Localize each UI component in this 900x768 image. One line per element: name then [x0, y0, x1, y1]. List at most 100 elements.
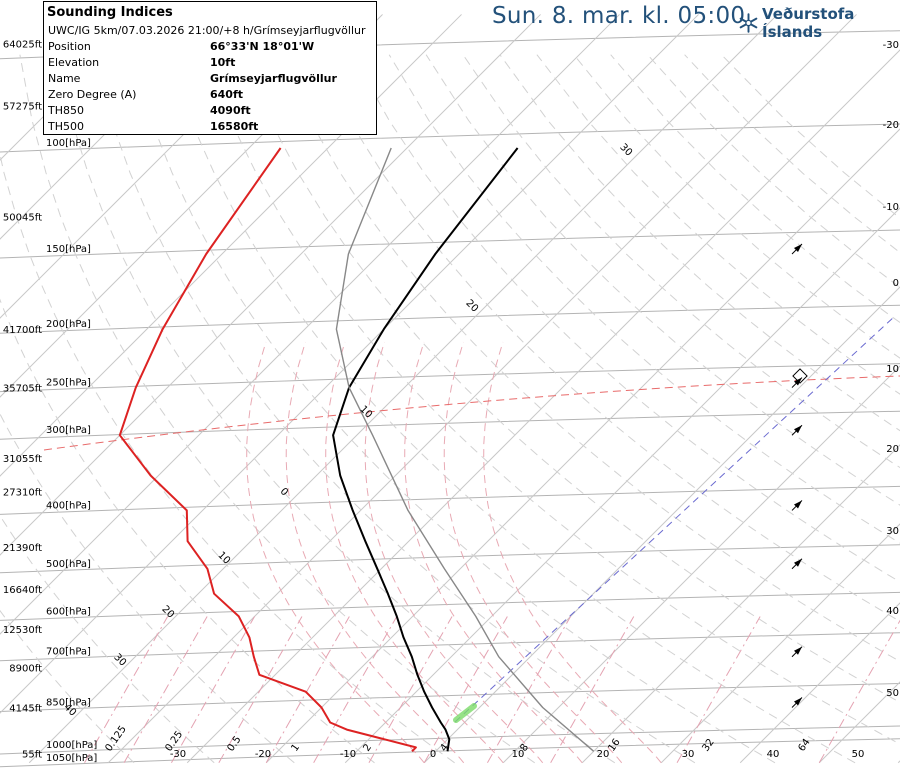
dry-adiabat-line: [0, 298, 375, 764]
height-tick-label: 16640ft: [3, 585, 42, 596]
dry-adiabat-line: [0, 609, 135, 764]
dry-adiabat-line: [204, 54, 900, 745]
indices-label-zero-degree: Zero Degree (A): [48, 88, 137, 101]
right-temperature-label: 10: [886, 364, 899, 375]
dry-adiabat-line: [93, 54, 696, 764]
indices-label-th500: TH500: [48, 120, 84, 133]
mixing-ratio-line: [84, 616, 169, 764]
wind-barbs: [791, 243, 803, 708]
isotherm-tick-label: -20: [255, 749, 271, 760]
mixing-ratio-line: [368, 616, 453, 764]
isotherm-line: [0, 14, 304, 319]
lifting-line: [454, 315, 896, 723]
right-temperature-label: 0: [893, 278, 899, 289]
mixing-ratio-line: [676, 616, 761, 764]
height-tick-label: 55ft: [22, 749, 42, 760]
height-tick-label: 27310ft: [3, 487, 42, 498]
isotherm-grid: [0, 14, 900, 764]
isotherm-line: [0, 14, 383, 398]
isotherm-line: [107, 14, 857, 764]
dry-adiabat-line: [499, 54, 900, 432]
mixing-ratio-line: [265, 616, 350, 764]
indices-label-th850: TH850: [48, 104, 84, 117]
isobar-line: [0, 544, 900, 574]
right-temperature-label: 30: [886, 526, 899, 537]
mixing-ratio-line: [123, 616, 208, 764]
tropopause-line: [43, 375, 900, 451]
mixing-ratio-label: 64: [796, 737, 812, 754]
moist-adiabat-grid: [246, 341, 662, 764]
brand-logo[interactable]: Veðurstofa Íslands: [738, 5, 900, 41]
wind-barb-flag: [794, 425, 802, 434]
moist-adiabat-line: [443, 341, 623, 764]
dry-adiabat-line: [647, 54, 900, 289]
dry-adiabat-label: 20: [463, 298, 480, 315]
isobar-line: [0, 363, 900, 393]
dry-adiabat-line: [462, 54, 900, 469]
dry-adiabat-line: [314, 54, 900, 622]
height-tick-label: 12530ft: [3, 625, 42, 636]
mixing-ratio-line: [487, 616, 571, 764]
isobar-line: [0, 485, 900, 515]
dry-adiabat-line: [167, 54, 856, 764]
indices-value-th500: 16580ft: [210, 120, 259, 133]
lcl-marker: [453, 703, 477, 723]
isobar-line: [0, 632, 900, 662]
pressure-tick-label: 500[hPa]: [46, 559, 91, 570]
isotherm-tick-label: 0: [430, 749, 436, 760]
dry-adiabat-line: [425, 54, 900, 506]
mixing-ratio-label: 8: [518, 742, 531, 754]
isobar-line: [0, 591, 900, 621]
isobar-line: [0, 410, 900, 440]
isotherm-line: [581, 444, 900, 764]
height-tick-label: 8900ft: [9, 664, 42, 675]
pressure-tick-label: 100[hPa]: [46, 138, 91, 149]
isotherm-tick-label: 50: [852, 749, 865, 760]
isotherm-line: [0, 14, 225, 240]
isotherm-line: [502, 365, 900, 764]
pressure-tick-label: 200[hPa]: [46, 319, 91, 330]
isobar-grid: [0, 30, 900, 768]
mixing-ratio-line: [818, 619, 900, 764]
indices-value-elevation: 10ft: [210, 56, 236, 69]
isobar-line: [0, 304, 900, 334]
level-marker: [792, 368, 808, 384]
isobar-line: [0, 229, 900, 259]
isobar-line: [0, 738, 900, 768]
dry-adiabat-line: [130, 54, 776, 764]
chart-title: Sun. 8. mar. kl. 05:00: [492, 3, 746, 29]
isotherm-line: [265, 128, 900, 764]
sounding-indices-panel: Sounding Indices UWC/IG 5km/07.03.2026 2…: [43, 1, 377, 135]
right-temperature-label: 50: [886, 688, 899, 699]
indices-value-name: Grímseyjarflugvöllur: [210, 72, 337, 85]
moist-adiabat-line: [483, 341, 662, 764]
pressure-tick-label: 150[hPa]: [46, 244, 91, 255]
wind-barb-flag: [794, 697, 802, 706]
isotherm-line: [344, 207, 900, 764]
dry-adiabat-line: [536, 54, 900, 395]
isotherm-line: [0, 14, 620, 635]
dry-adiabat-line: [351, 54, 900, 583]
indices-value-zero-degree: 640ft: [210, 88, 244, 101]
dry-adiabat-line: [56, 54, 616, 764]
mixing-ratio-label: 32: [700, 737, 716, 754]
snowflake-icon: [739, 13, 758, 33]
height-tick-label: 21390ft: [3, 543, 42, 554]
isotherm-line: [423, 286, 900, 764]
mixing-ratio-label: 4: [438, 742, 451, 754]
wind-barb-flag: [794, 377, 802, 386]
reference-lines: [43, 315, 900, 723]
pressure-tick-label: 1000[hPa]: [46, 740, 97, 751]
mixing-ratio-line: [313, 616, 398, 764]
height-tick-label: 31055ft: [3, 454, 42, 465]
height-tick-label: 35705ft: [3, 384, 42, 395]
pressure-tick-label: 250[hPa]: [46, 378, 91, 389]
right-temperature-label: 20: [886, 444, 899, 455]
isotherm-line: [0, 14, 146, 161]
indices-value-th850: 4090ft: [210, 104, 251, 117]
wind-barb-flag: [794, 646, 802, 655]
moist-adiabat-line: [325, 341, 504, 764]
isotherm-line: [0, 14, 699, 714]
isotherm-tick-label: -10: [340, 749, 356, 760]
